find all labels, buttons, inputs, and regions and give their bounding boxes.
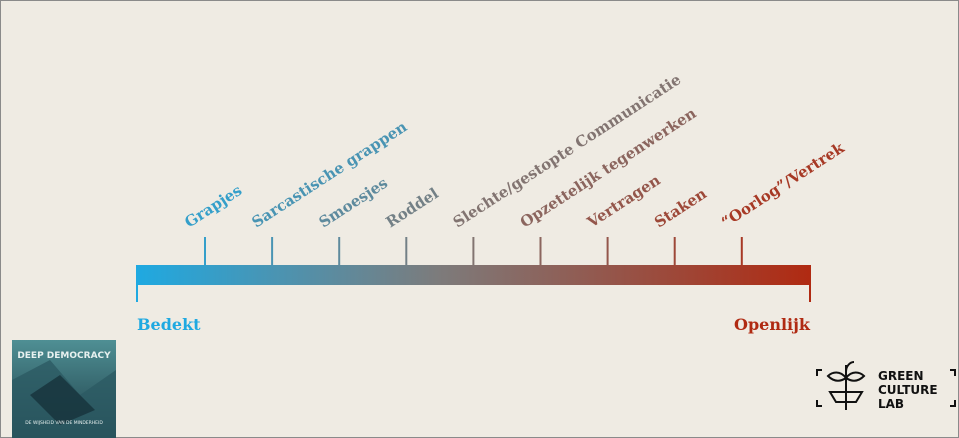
- logo-line1: GREEN: [878, 369, 924, 383]
- book-cover: DEEP DEMOCRACY DE WIJSHEID VAN DE MINDER…: [12, 340, 116, 438]
- book-title: DEEP DEMOCRACY: [17, 351, 111, 361]
- logo-line3: LAB: [878, 397, 904, 411]
- right-end-label: Openlijk: [734, 315, 811, 334]
- book-subtitle: DE WIJSHEID VAN DE MINDERHEID: [25, 420, 103, 426]
- logo-line2: CULTURE: [878, 383, 938, 397]
- left-end-label: Bedekt: [137, 315, 201, 334]
- logo: [816, 361, 956, 410]
- gradient-bar: [137, 265, 810, 285]
